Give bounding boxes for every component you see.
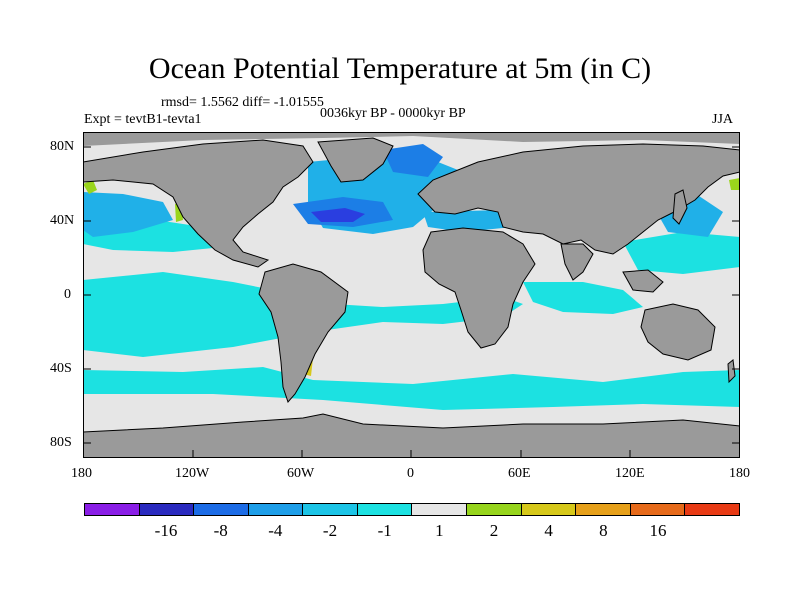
legend-swatch (139, 504, 195, 515)
legend-label: -4 (268, 521, 283, 540)
color-legend-bar (84, 503, 740, 516)
experiment-label: Expt = tevtB1-tevta1 (84, 112, 202, 127)
eurasia (417, 143, 740, 255)
west-pacific-band (623, 232, 740, 274)
lat-label-80n: 80N (50, 139, 75, 154)
legend-swatch (685, 504, 739, 515)
lat-label-0: 0 (64, 287, 71, 302)
legend-label: 16 (649, 521, 667, 540)
legend-label: 8 (599, 521, 608, 540)
legend-swatch (630, 504, 686, 515)
legend-swatch (194, 504, 249, 515)
north-america (83, 139, 314, 268)
legend-swatch (521, 504, 577, 515)
antarctica (83, 413, 740, 458)
legend-swatch (357, 504, 413, 515)
maritime-continent (622, 269, 664, 293)
legend-swatch (85, 504, 140, 515)
legend-swatch (412, 504, 468, 515)
axis-ticks (83, 146, 740, 458)
australia (640, 303, 716, 361)
lon-label-180w: 180 (71, 466, 92, 481)
legend-label: -1 (377, 521, 392, 540)
period-label: 0036kyr BP - 0000kyr BP (320, 106, 466, 121)
japan-sea-warm (729, 178, 740, 190)
pacific-nw-cool (83, 192, 173, 237)
legend-label: -16 (154, 521, 178, 540)
greenland (317, 137, 394, 183)
legend-label: -8 (213, 521, 228, 540)
lon-label-120e: 120E (615, 466, 645, 481)
gulfstream-core (311, 208, 365, 222)
mediterranean-cool (423, 210, 513, 232)
lon-label-180e: 180 (729, 466, 750, 481)
alaska-warm (83, 180, 97, 194)
lon-label-120w: 120W (175, 466, 210, 481)
legend-swatch (576, 504, 631, 515)
india (560, 243, 594, 281)
legend-label: -2 (322, 521, 338, 540)
plot-title: Ocean Potential Temperature at 5m (in C) (148, 52, 652, 85)
lat-label-40n: 40N (50, 213, 75, 228)
lat-label-80s: 80S (50, 435, 72, 450)
indian-ocean-cool (523, 282, 643, 314)
legend-label: 4 (544, 521, 553, 540)
map-canvas (83, 132, 740, 458)
legend-swatch (467, 504, 522, 515)
lon-label-60w: 60W (287, 466, 315, 481)
stats-text: rmsd= 1.5562 diff= -1.01555 (161, 95, 324, 110)
japan (672, 189, 688, 225)
legend-swatch (303, 504, 358, 515)
southern-ocean-cool-band (83, 367, 740, 410)
legend-label: 2 (489, 521, 499, 540)
season-label: JJA (712, 112, 734, 127)
legend-label: 1 (435, 521, 444, 540)
new-zealand (727, 359, 736, 384)
greenland-sea-cool (383, 144, 443, 177)
south-america (258, 263, 349, 403)
legend-swatch (248, 504, 304, 515)
africa (422, 227, 536, 349)
lon-label-60e: 60E (508, 466, 531, 481)
lon-label-0: 0 (407, 466, 414, 481)
map-panel (83, 132, 740, 458)
arctic-cap (83, 132, 740, 146)
lat-label-40s: 40S (50, 361, 72, 376)
